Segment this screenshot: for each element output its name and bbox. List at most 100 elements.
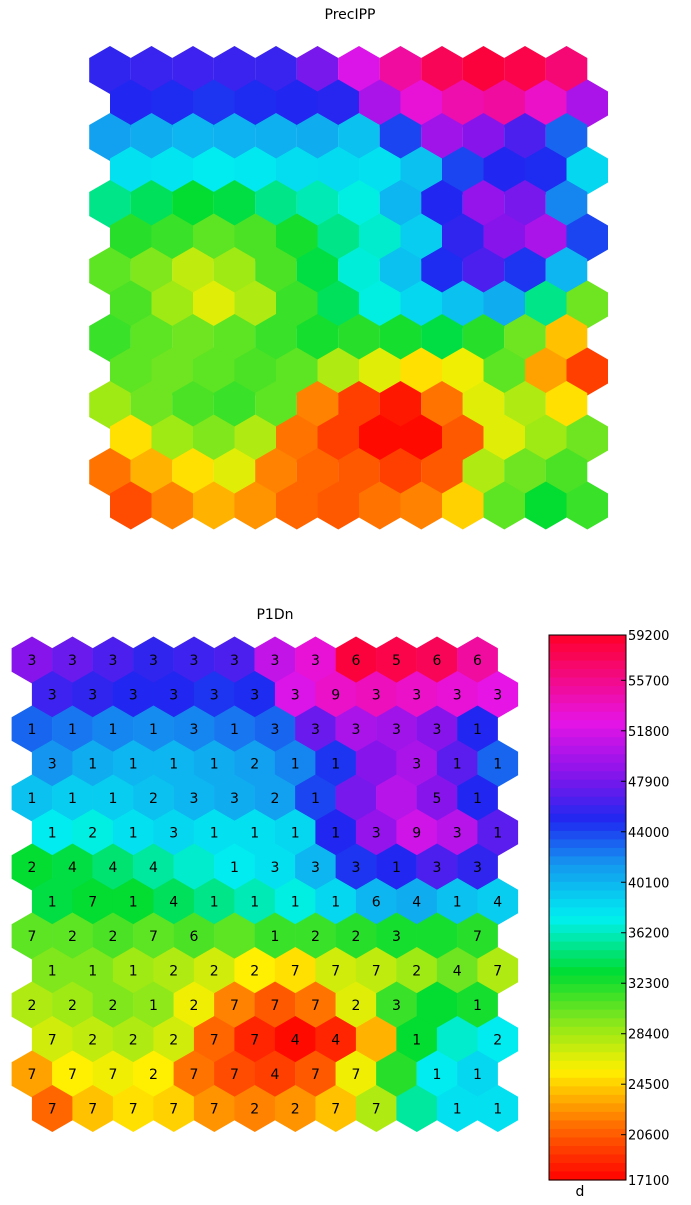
hex-cell [153, 671, 195, 718]
hex-cell-label: 7 [473, 929, 482, 945]
hex-cell [317, 146, 359, 195]
hex-cell [376, 1050, 417, 1098]
hex-cell-label: 3 [311, 653, 320, 669]
colorbar-segment [549, 1103, 626, 1113]
hex-cell [376, 912, 417, 960]
chart-p1dn: P1Dn 3 3 3 3 3 3 3 3 6 5 6 63 3 3 3 3 3 3 9 3 3 3 31 1 1 1 3 1 3 3 3 3 3… [11, 607, 669, 1200]
hex-cell [214, 636, 255, 684]
colorbar-tick-label: 24500 [628, 1078, 669, 1093]
hex-cell [52, 912, 93, 960]
hex-cell [525, 79, 567, 128]
hex-cell [442, 79, 484, 128]
hex-cell-label: 1 [250, 895, 259, 911]
hex-cell [173, 912, 215, 960]
hex-cell-label: 1 [129, 757, 138, 773]
colorbar-segment [549, 1035, 626, 1045]
hex-cell-label: 7 [28, 1067, 37, 1083]
hex-cell [421, 381, 463, 429]
hex-cell [173, 774, 215, 822]
hex-cell [400, 280, 442, 329]
hex-cell-label: 3 [433, 722, 442, 738]
hex-cell-label: 3 [190, 653, 199, 669]
colorbar-segment [549, 1069, 626, 1079]
colorbar-segment [549, 1077, 626, 1087]
hex-map-p1dn: 3 3 3 3 3 3 3 3 6 5 6 6 3 3 3 3 3 3 3 9 3 3 3 3 1 1 1 1 3 1 3 3 3 3 3 1 3 1 1 1… [11, 636, 519, 1132]
hex-cell [151, 414, 193, 463]
colorbar-segment [549, 1154, 626, 1164]
hex-cell [274, 1085, 316, 1132]
hex-cell [193, 1085, 235, 1132]
hex-cell [92, 705, 134, 753]
hex-cell-label: 3 [433, 860, 442, 876]
hex-cell [133, 1050, 174, 1098]
hex-cell [92, 981, 134, 1029]
hex-cell [545, 180, 588, 228]
hex-cell-label: 4 [149, 860, 158, 876]
hex-cell [315, 1085, 357, 1132]
hex-cell [442, 213, 484, 262]
hex-cell [379, 381, 422, 429]
hex-cell [416, 705, 458, 753]
hex-cell [296, 113, 339, 161]
hex-cell [400, 414, 442, 463]
hex-cell-label: 1 [331, 826, 340, 842]
hex-cell [421, 46, 463, 94]
hex-cell-label: 1 [149, 998, 158, 1014]
hex-cell-label: 7 [190, 1067, 199, 1083]
hex-cell [72, 1085, 114, 1132]
colorbar-segment [549, 1052, 626, 1062]
hex-cell [254, 774, 296, 822]
hex-cell [315, 1016, 357, 1063]
hex-cell-label: 2 [311, 929, 320, 945]
colorbar-segment [549, 720, 626, 730]
hex-cell-label: 3 [453, 688, 462, 704]
hex-cell [274, 947, 316, 994]
hex-cell-label: 2 [109, 998, 118, 1014]
colorbar-segment [549, 967, 626, 977]
hex-cell [31, 947, 73, 994]
hex-cell-label: 7 [48, 1102, 57, 1118]
hex-cell [193, 414, 235, 463]
hex-cell-label: 2 [28, 860, 37, 876]
colorbar-segment [549, 1120, 626, 1130]
colorbar-segment [549, 1145, 626, 1156]
hex-cell [317, 347, 359, 396]
colorbar-segment [549, 813, 626, 823]
hex-cell-label: 2 [169, 964, 178, 980]
hex-cell [110, 414, 152, 463]
hex-cell [254, 912, 296, 960]
hex-cell-label: 1 [28, 791, 37, 807]
hex-cell-label: 6 [352, 653, 361, 669]
hex-cell [72, 809, 114, 856]
hex-cell [545, 113, 588, 161]
hex-cell-label: 1 [109, 722, 118, 738]
hex-cell-label: 1 [453, 1102, 462, 1118]
colorbar-label: d [576, 1184, 585, 1200]
hex-cell [193, 146, 235, 195]
hex-cell [234, 146, 276, 195]
colorbar-segment [549, 779, 626, 789]
hex-cell [315, 809, 357, 856]
hex-cell [295, 774, 336, 822]
hex-cell [359, 481, 401, 530]
hex-cell-label: 3 [352, 722, 361, 738]
hex-cell-label: 4 [453, 964, 462, 980]
colorbar-segment [549, 898, 626, 909]
hex-cell [315, 878, 357, 925]
colorbar-segment [549, 916, 626, 926]
hex-cell [359, 213, 401, 262]
hex-cell [151, 481, 193, 530]
hex-cell [504, 448, 546, 496]
hex-cell [396, 740, 438, 787]
hex-cell [379, 448, 422, 496]
colorbar-segment [549, 958, 626, 968]
hex-cell-label: 7 [149, 929, 158, 945]
hex-cell [416, 1050, 458, 1098]
hex-cell [315, 947, 357, 994]
hex-cell [151, 347, 193, 396]
hex-cell [359, 280, 401, 329]
hex-cell [11, 1050, 53, 1098]
colorbar-segment [549, 924, 626, 934]
hex-cell [483, 79, 525, 128]
hex-cell [112, 1085, 154, 1132]
